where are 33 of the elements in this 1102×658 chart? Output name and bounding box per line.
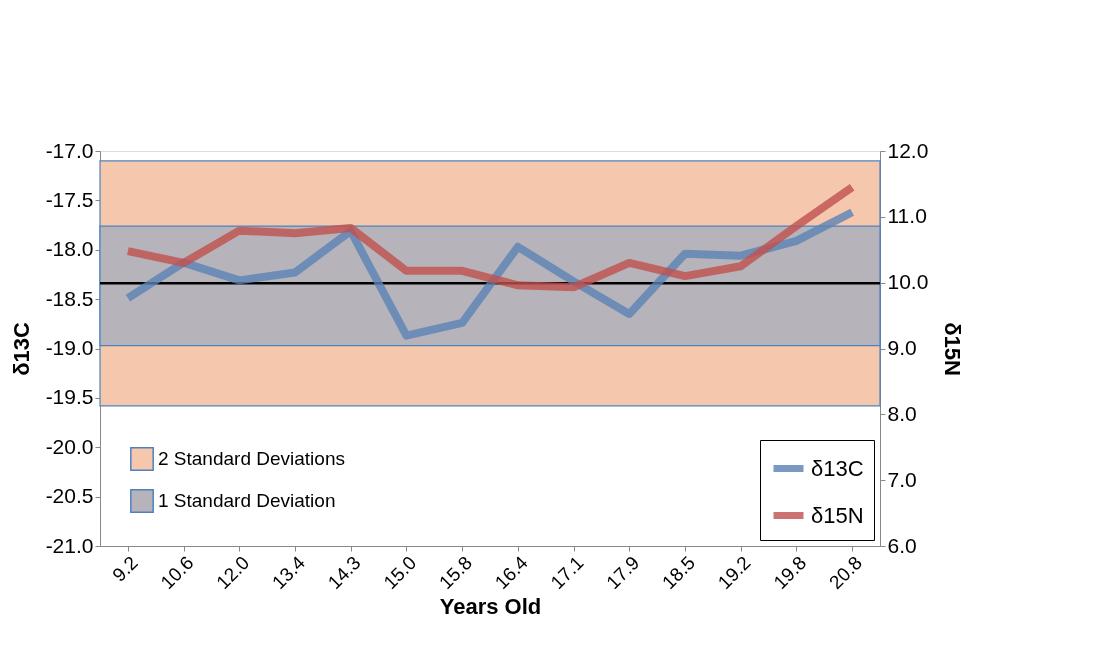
- y2-tick-label: 7.0: [887, 467, 917, 491]
- y2-tick-label: 12.0: [887, 138, 929, 162]
- y-tick-label: -19.5: [45, 385, 94, 409]
- x-tick-label: 16.4: [490, 551, 533, 594]
- x-tick-label: 19.2: [713, 552, 755, 594]
- x-tick-label: 17.1: [546, 552, 588, 594]
- x-tick-label: 15.0: [379, 552, 421, 594]
- y-tick-label: -21.0: [45, 533, 94, 557]
- x-tick-label: 15.8: [435, 552, 477, 594]
- y2-tick-label: 11.0: [887, 204, 927, 228]
- y-tick-label: -17.5: [45, 187, 94, 211]
- y-tick-label: -20.0: [45, 434, 94, 458]
- legend-label: 2 Standard Deviations: [158, 448, 345, 469]
- y-tick-label: -19.0: [45, 336, 94, 359]
- y-tick-label: -17.0: [45, 138, 94, 162]
- y2-tick-label: 9.0: [887, 336, 917, 359]
- y-tick-label: -18.0: [45, 237, 94, 261]
- y2-tick-label: 10.0: [887, 270, 929, 294]
- legend-label: δ13C: [811, 455, 864, 481]
- x-tick-label: 17.9: [602, 552, 644, 594]
- x-tick-label: 19.8: [769, 552, 811, 594]
- x-tick-label: 9.2: [108, 552, 142, 586]
- y-tick-label: -20.5: [45, 484, 94, 508]
- y2-axis-title: δ15N: [940, 322, 966, 376]
- y-tick-label: -18.5: [45, 286, 94, 310]
- x-tick-label: 12.0: [212, 552, 254, 594]
- legend-label: δ15N: [811, 502, 864, 528]
- y2-tick-label: 8.0: [887, 401, 917, 425]
- y-axis-title: δ13C: [8, 322, 34, 376]
- legend-label: 1 Standard Deviation: [158, 490, 336, 511]
- y2-tick-label: 6.0: [887, 533, 917, 557]
- x-tick-label: 14.3: [323, 552, 365, 594]
- x-axis-title: Years Old: [439, 594, 542, 620]
